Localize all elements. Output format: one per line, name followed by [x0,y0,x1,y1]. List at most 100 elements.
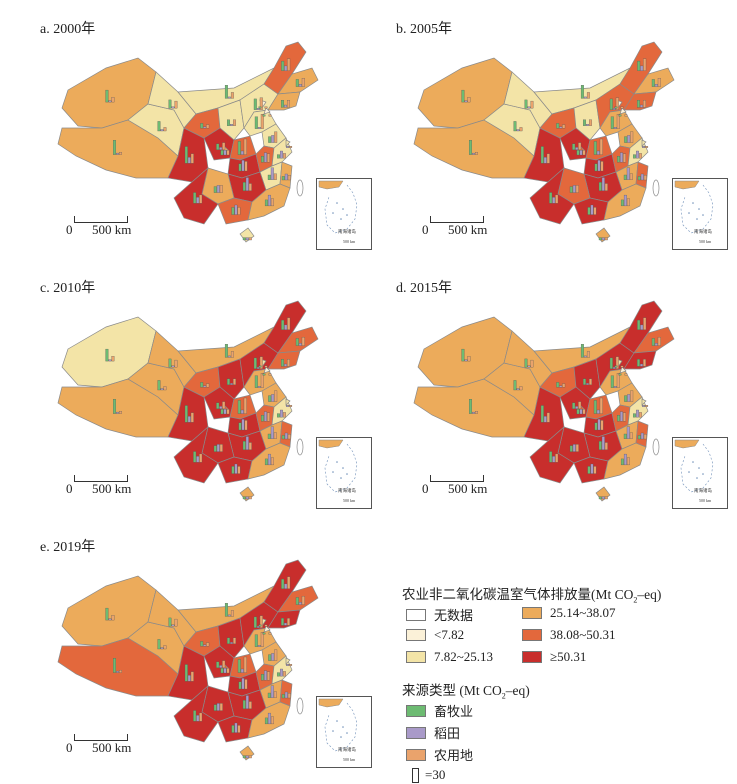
source-bar [267,153,270,163]
inset-coastline [318,698,344,708]
source-bar [216,402,220,409]
source-bar [223,150,227,156]
source-bar [579,150,583,156]
source-bar [626,426,630,439]
source-bar [203,385,207,388]
source-bar [599,138,603,155]
source-bar [281,618,284,626]
source-bar [157,121,161,132]
source-bar [223,409,227,415]
source-bar [643,175,647,181]
source-bar [464,359,468,362]
source-bar [582,150,586,156]
panel-label: d. 2015年 [396,281,452,296]
source-bar [643,359,646,367]
source-bar [233,119,236,126]
source-bar [199,712,203,722]
source-bar [469,399,472,414]
source-bar [549,192,553,204]
province-region [263,107,271,115]
source-bar [168,99,172,109]
source-bar [230,351,234,358]
source-bar [260,632,264,647]
source-bar [586,124,589,126]
source-bar [593,141,597,155]
source-bar [113,140,116,155]
inset-island [336,461,338,463]
inset-island [696,477,698,479]
inset-island [342,467,344,469]
source-bar [190,671,194,682]
source-bar [237,141,241,155]
source-bar [243,656,247,673]
source-bar [624,136,628,143]
source-bar [657,78,661,87]
bar-scale-icon [412,767,419,783]
source-bar [623,194,627,207]
province-region [573,99,601,141]
source-bar [264,717,268,725]
source-bar [516,388,520,391]
province-region [267,91,301,111]
source-bar [620,106,624,109]
inset-scale-label: 500 km [699,239,712,244]
source-bar [642,405,646,407]
source-bar [168,617,172,627]
source-bar [614,365,618,368]
source-bar [572,444,576,452]
source-bar [206,642,210,647]
source-bar [286,664,290,666]
source-bar [617,156,620,163]
source-bar [220,150,224,156]
inset-island [340,736,342,738]
source-bar [651,338,655,346]
source-bar [243,138,247,155]
source-bar [624,373,628,376]
source-bar [626,167,630,180]
source-bar [287,175,291,181]
source-bar [575,147,579,150]
province-region [285,398,291,406]
source-bar [284,324,288,330]
source-bar [623,174,627,180]
source-bar [600,161,604,172]
province-region [619,107,627,115]
source-bar [530,359,534,368]
province-map [57,300,319,502]
source-bar [199,194,203,204]
source-bar [623,412,626,422]
source-bar [240,409,244,414]
source-bar [593,466,597,474]
source-bar [271,135,275,143]
source-bar [261,415,264,422]
source-bar [629,173,633,180]
source-bar [274,390,278,402]
source-bar [543,157,547,164]
source-bar [298,84,302,87]
source-bar [277,672,280,677]
inset-boundary-line [324,443,358,493]
source-bar [637,176,641,181]
source-bar [222,401,226,409]
source-bar [213,704,217,711]
legend-item-cropland: 农用地 [406,745,473,764]
source-bar [267,412,270,422]
source-bar [530,100,534,109]
source-bar [196,197,200,204]
source-bar [610,116,614,129]
source-bar [277,413,280,418]
inset-label: 南海诸岛 [338,747,357,753]
source-bar [271,653,275,661]
source-bar [244,679,248,690]
source-bar [280,409,283,418]
source-bar [264,670,267,681]
source-bar [206,124,210,129]
source-bar [206,383,210,388]
source-bar [643,58,647,71]
swatch-7-82-25-13 [406,651,426,663]
source-bar [620,458,624,466]
source-bar [286,405,290,407]
source-bar [469,140,472,155]
source-bar [546,412,550,423]
source-bar [651,79,655,87]
